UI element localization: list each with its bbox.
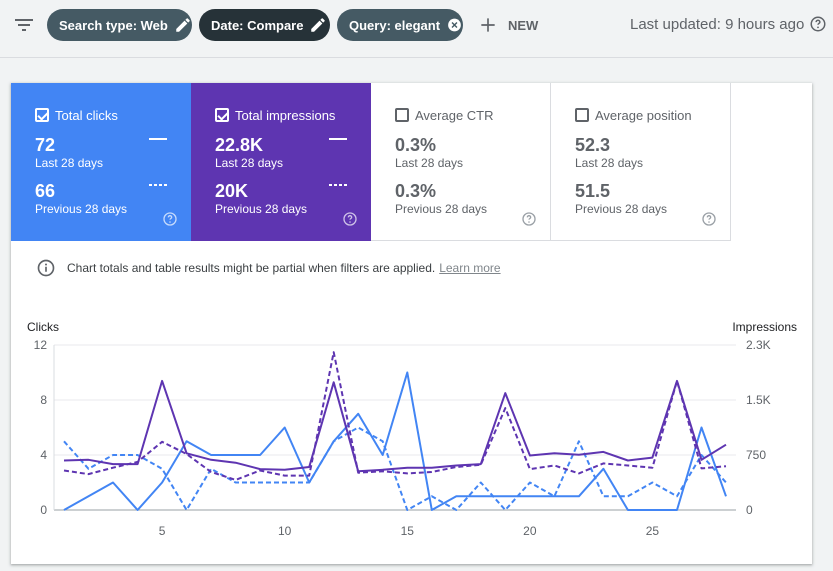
y-right-tick-label: 0 xyxy=(746,503,753,517)
learn-more-link[interactable]: Learn more xyxy=(439,261,501,275)
y-left-tick-label: 8 xyxy=(40,393,47,407)
x-tick-label: 20 xyxy=(523,524,537,538)
chip-label: Query: elegant xyxy=(349,17,441,33)
checkbox-average-ctr[interactable] xyxy=(395,108,409,122)
metric-prev-label: Previous 28 days xyxy=(575,202,668,216)
metric-prev-value: 20K xyxy=(215,181,249,201)
metric-value: 0.3% xyxy=(395,135,437,155)
checkbox-average-position[interactable] xyxy=(575,108,589,122)
x-tick-label: 15 xyxy=(401,524,415,538)
y-right-tick-label: 2.3K xyxy=(746,338,771,352)
y-right-tick-label: 1.5K xyxy=(746,393,771,407)
chip-date[interactable]: Date: Compare xyxy=(199,9,330,41)
checkbox-total-impressions[interactable] xyxy=(215,108,229,122)
info-icon xyxy=(37,259,55,277)
series-line xyxy=(63,371,727,511)
metric-prev-label: Previous 28 days xyxy=(35,202,128,216)
y-right-tick-label: 750 xyxy=(746,448,766,462)
metric-total-impressions[interactable]: Total impressions 22.8K Last 28 days 20K… xyxy=(191,83,371,241)
metric-prev-value: 66 xyxy=(35,181,56,201)
notice-text: Chart totals and table results might be … xyxy=(67,261,436,275)
pencil-icon[interactable] xyxy=(309,16,327,34)
y-left-tick-label: 0 xyxy=(40,503,47,517)
metric-value-label: Last 28 days xyxy=(35,156,104,170)
checkbox-total-clicks[interactable] xyxy=(35,108,49,122)
metric-title: Total clicks xyxy=(55,107,118,123)
metric-value-label: Last 28 days xyxy=(215,156,284,170)
y-right-axis-label: Impressions xyxy=(732,320,797,334)
filter-bar: Search type: Web Date: Compare Query: el… xyxy=(0,0,833,50)
help-icon[interactable] xyxy=(809,15,827,33)
legend-dashed-line xyxy=(149,184,167,186)
metric-value-label: Last 28 days xyxy=(575,156,644,170)
partial-results-notice: Chart totals and table results might be … xyxy=(36,258,501,278)
series-line xyxy=(63,351,727,481)
series-line xyxy=(63,426,727,511)
x-tick-label: 10 xyxy=(278,524,292,538)
new-filter-button[interactable]: NEW xyxy=(478,9,538,41)
performance-chart: 0 4 8 12 0 750 1.5K 2.3K Clicks Impressions 5 10 15 2… xyxy=(27,320,797,538)
metric-value: 22.8K xyxy=(215,135,264,155)
legend-solid-line xyxy=(329,138,347,140)
chip-query[interactable]: Query: elegant xyxy=(337,9,463,41)
metric-prev-value: 51.5 xyxy=(575,181,611,201)
pencil-icon[interactable] xyxy=(174,16,192,34)
metric-prev-value: 0.3% xyxy=(395,181,437,201)
help-icon[interactable] xyxy=(162,211,178,227)
help-icon[interactable] xyxy=(701,211,717,227)
help-icon[interactable] xyxy=(521,211,537,227)
close-circle-icon[interactable] xyxy=(446,16,463,34)
metric-total-clicks[interactable]: Total clicks 72 Last 28 days 66 Previous… xyxy=(11,83,191,241)
divider xyxy=(0,57,833,58)
metric-average-ctr[interactable]: Average CTR 0.3% Last 28 days 0.3% Previ… xyxy=(371,83,551,241)
metric-prev-label: Previous 28 days xyxy=(395,202,488,216)
chip-label: Search type: Web xyxy=(59,17,168,33)
y-left-axis-label: Clicks xyxy=(27,320,59,334)
chip-search-type[interactable]: Search type: Web xyxy=(47,9,192,41)
legend-solid-line xyxy=(149,138,167,140)
x-tick-label: 25 xyxy=(646,524,660,538)
metric-value: 52.3 xyxy=(575,135,611,155)
legend-dashed-line xyxy=(329,184,347,186)
help-icon[interactable] xyxy=(342,211,358,227)
metric-average-position[interactable]: Average position 52.3 Last 28 days 51.5 … xyxy=(551,83,731,241)
last-updated: Last updated: 9 hours ago xyxy=(630,15,827,33)
y-left-tick-label: 4 xyxy=(40,448,47,462)
x-tick-label: 5 xyxy=(159,524,166,538)
metric-prev-label: Previous 28 days xyxy=(215,202,308,216)
metric-value: 72 xyxy=(35,135,56,155)
metric-value-label: Last 28 days xyxy=(395,156,464,170)
y-left-tick-label: 12 xyxy=(34,338,48,352)
series-line xyxy=(63,379,727,473)
filter-icon[interactable] xyxy=(12,13,36,37)
new-button-label: NEW xyxy=(508,17,539,33)
metric-title: Total impressions xyxy=(235,107,336,123)
metric-title: Average CTR xyxy=(415,107,494,123)
performance-card: Total clicks 72 Last 28 days 66 Previous… xyxy=(11,83,812,564)
last-updated-text: Last updated: 9 hours ago xyxy=(630,15,805,33)
plus-icon xyxy=(481,18,495,32)
chip-label: Date: Compare xyxy=(211,17,304,33)
metric-title: Average position xyxy=(595,107,692,123)
